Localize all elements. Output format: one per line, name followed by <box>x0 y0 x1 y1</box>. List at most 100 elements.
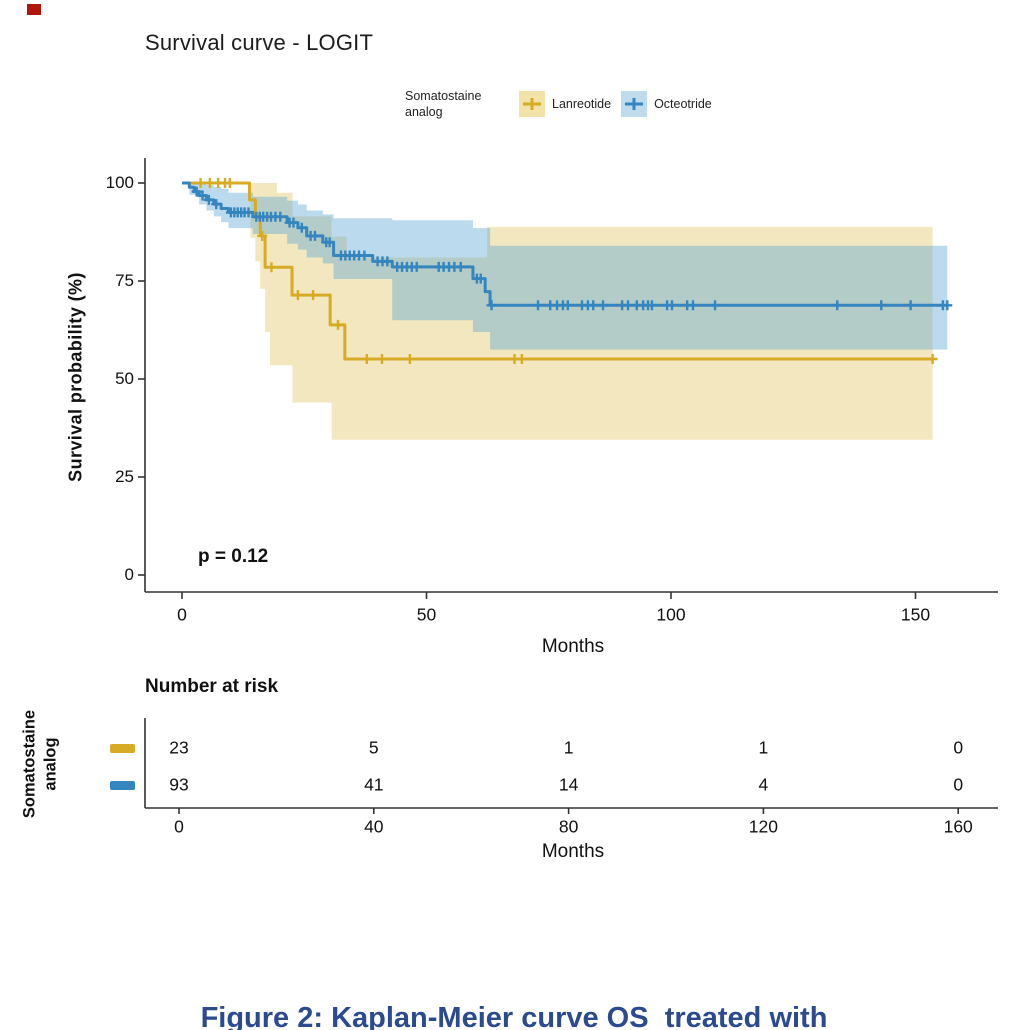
y-axis-title: Survival probability (%) <box>65 272 86 482</box>
legend-label-lanreotide: Lanreotide <box>552 97 612 112</box>
octeotride-censor-mark <box>335 250 346 261</box>
octeotride-censor-mark <box>296 222 307 233</box>
risk-axis-tick-label: 0 <box>174 816 184 837</box>
octeotride-censor-mark <box>239 207 250 218</box>
octeotride-censor-mark <box>229 207 240 218</box>
octeotride-censor-mark <box>682 300 693 311</box>
lanreotide-survival-curve <box>182 181 933 361</box>
x-axis-title: Months <box>541 636 605 657</box>
figure-caption-line1: Figure 2: Kaplan-Meier curve OS treated … <box>200 1001 828 1030</box>
octeotride-censor-mark <box>197 190 208 201</box>
octeotride-censor-mark <box>710 300 721 311</box>
octeotride-censor-mark <box>251 211 262 222</box>
octeotride-censor-mark <box>288 217 299 228</box>
octeotride-censor-mark <box>662 300 673 311</box>
octeotride-censor-mark <box>344 250 355 261</box>
octeotride-censor-mark <box>532 300 543 311</box>
octeotride-censor-mark <box>236 207 247 218</box>
lanreotide-censor-mark <box>308 290 319 301</box>
legend-label-octeotride: Octeotride <box>654 97 712 112</box>
lanreotide-censor-mark <box>292 290 303 301</box>
y-axis-tick-label: 100 <box>105 173 134 192</box>
octeotride-survival-curve <box>182 181 948 307</box>
legend-item-octeotride: Octeotride <box>621 91 712 118</box>
octeotride-censor-mark <box>243 207 254 218</box>
p-value-annotation: p = 0.12 <box>198 546 269 567</box>
lanreotide-censor-mark <box>332 319 343 330</box>
main-plot-axes <box>144 158 998 593</box>
octeotride-censor-mark <box>372 256 383 267</box>
octeotride-censor-mark <box>876 300 887 311</box>
lanreotide-censor-mark <box>257 230 268 241</box>
octeotride-censor-mark <box>545 300 556 311</box>
octeotride-censor-mark <box>401 261 412 272</box>
lanreotide-risk-count: 1 <box>563 737 574 758</box>
lanreotide-censor-mark <box>509 354 520 365</box>
octeotride-censor-mark <box>258 211 269 222</box>
risk-table-group-label: Somatostaine analog <box>20 709 59 819</box>
risk-axis-tick-label: 160 <box>943 816 973 837</box>
lanreotide-censor-mark <box>404 354 415 365</box>
octeotride-censor-mark <box>688 300 699 311</box>
octeotride-censor-mark <box>262 211 273 222</box>
octeotride-censor-mark <box>455 261 466 272</box>
lanreotide-censor-mark <box>195 178 206 188</box>
octeotride-censor-mark <box>832 300 843 311</box>
octeotride-censor-mark <box>433 261 444 272</box>
octeotride-risk-count: 4 <box>758 774 769 795</box>
octeotride-censor-mark <box>377 256 388 267</box>
octeotride-censor-mark <box>397 261 408 272</box>
octeotride-censor-mark <box>562 300 573 311</box>
lanreotide-risk-count: 5 <box>368 737 379 758</box>
octeotride-censor-mark <box>211 199 222 210</box>
legend-title: Somatostaine analog <box>405 89 482 120</box>
octeotride-censor-mark <box>937 300 948 311</box>
lanreotide-risk-count: 0 <box>953 737 964 758</box>
octeotride-censor-mark <box>392 261 403 272</box>
octeotride-censor-mark <box>354 250 365 261</box>
octeotride-risk-count: 41 <box>364 774 384 795</box>
risk-table-title: Number at risk <box>145 676 279 697</box>
x-axis-tick-label: 0 <box>177 604 187 625</box>
plot-legend: Somatostaine analog Lanreotide Octeotrid… <box>405 88 712 121</box>
octeotride-censor-mark <box>284 217 295 228</box>
y-axis-tick-label: 0 <box>124 565 134 584</box>
octeotride-censor-key-icon <box>621 91 648 118</box>
octeotride-censor-mark <box>191 186 202 197</box>
octeotride-risk-count: 14 <box>558 774 579 795</box>
octeotride-censor-mark <box>577 300 588 311</box>
lanreotide-censor-mark <box>213 178 224 188</box>
lanreotide-censor-mark <box>377 354 388 365</box>
lanreotide-censor-key-icon <box>519 91 545 118</box>
legend-item-lanreotide: Lanreotide <box>519 91 612 118</box>
octeotride-censor-mark <box>666 300 677 311</box>
octeotride-censor-mark <box>449 261 460 272</box>
octeotride-censor-mark <box>411 261 422 272</box>
lanreotide-censor-mark <box>204 178 215 188</box>
octeotride-censor-mark <box>406 261 417 272</box>
octeotride-censor-mark <box>232 207 243 218</box>
risk-axis-tick-label: 120 <box>748 816 778 837</box>
octeotride-censor-mark <box>438 261 449 272</box>
y-axis-tick-label: 50 <box>115 369 134 388</box>
y-axis-tick-label: 75 <box>115 271 134 290</box>
octeotride-censor-mark <box>905 300 916 311</box>
octeotride-censor-mark <box>552 300 563 311</box>
octeotride-censor-mark <box>305 230 316 241</box>
octeotride-censor-mark <box>324 237 335 248</box>
chart-title: Survival curve - LOGIT <box>145 30 374 55</box>
lanreotide-censor-mark <box>927 354 938 365</box>
octeotride-censor-mark <box>321 237 332 248</box>
octeotride-censor-mark <box>486 300 497 311</box>
octeotride-censor-mark <box>443 261 454 272</box>
octeotride-censor-mark <box>557 300 568 311</box>
octeotride-censor-mark <box>643 300 654 311</box>
octeotride-censor-mark <box>275 211 286 222</box>
x-axis-tick-label: 150 <box>900 604 931 625</box>
lanreotide-risk-swatch <box>110 743 135 753</box>
octeotride-censor-mark <box>359 250 370 261</box>
octeotride-censor-mark <box>942 300 953 311</box>
octeotride-risk-count: 0 <box>953 774 964 795</box>
